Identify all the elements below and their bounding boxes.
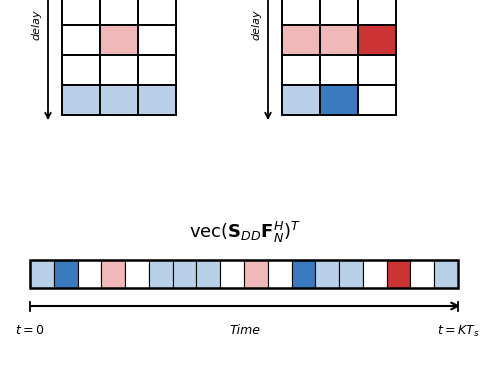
- Bar: [54, 260, 77, 288]
- Bar: [358, 0, 396, 25]
- Bar: [100, 85, 138, 115]
- Bar: [172, 260, 196, 288]
- Bar: [320, 0, 358, 25]
- Bar: [30, 260, 458, 288]
- Bar: [320, 25, 358, 55]
- Bar: [358, 55, 396, 85]
- Bar: [358, 85, 396, 115]
- Bar: [62, 25, 100, 55]
- Bar: [220, 260, 244, 288]
- Bar: [363, 260, 387, 288]
- Bar: [411, 260, 434, 288]
- Bar: [62, 55, 100, 85]
- Bar: [320, 85, 358, 115]
- Bar: [320, 55, 358, 85]
- Bar: [268, 260, 292, 288]
- Text: $t=KT_s$: $t=KT_s$: [437, 324, 479, 339]
- Bar: [196, 260, 220, 288]
- Text: delay: delay: [251, 10, 261, 40]
- Bar: [282, 25, 320, 55]
- Bar: [282, 0, 320, 25]
- Bar: [100, 55, 138, 85]
- Bar: [316, 260, 339, 288]
- Bar: [100, 25, 138, 55]
- Text: $\mathrm{vec}(\mathbf{S}_{DD}\mathbf{F}_{N}^{H})^{T}$: $\mathrm{vec}(\mathbf{S}_{DD}\mathbf{F}_…: [189, 219, 301, 245]
- Bar: [358, 25, 396, 55]
- Bar: [138, 25, 176, 55]
- Bar: [77, 260, 101, 288]
- Bar: [292, 260, 316, 288]
- Bar: [282, 55, 320, 85]
- Bar: [30, 260, 54, 288]
- Bar: [125, 260, 149, 288]
- Bar: [434, 260, 458, 288]
- Bar: [282, 85, 320, 115]
- Text: $t=0$: $t=0$: [15, 324, 45, 337]
- Bar: [149, 260, 172, 288]
- Bar: [339, 260, 363, 288]
- Bar: [62, 85, 100, 115]
- Bar: [100, 0, 138, 25]
- Bar: [244, 260, 268, 288]
- Bar: [138, 0, 176, 25]
- Bar: [138, 85, 176, 115]
- Bar: [138, 55, 176, 85]
- Text: Time: Time: [229, 324, 261, 337]
- Bar: [387, 260, 411, 288]
- Bar: [62, 0, 100, 25]
- Bar: [101, 260, 125, 288]
- Text: delay: delay: [31, 10, 41, 40]
